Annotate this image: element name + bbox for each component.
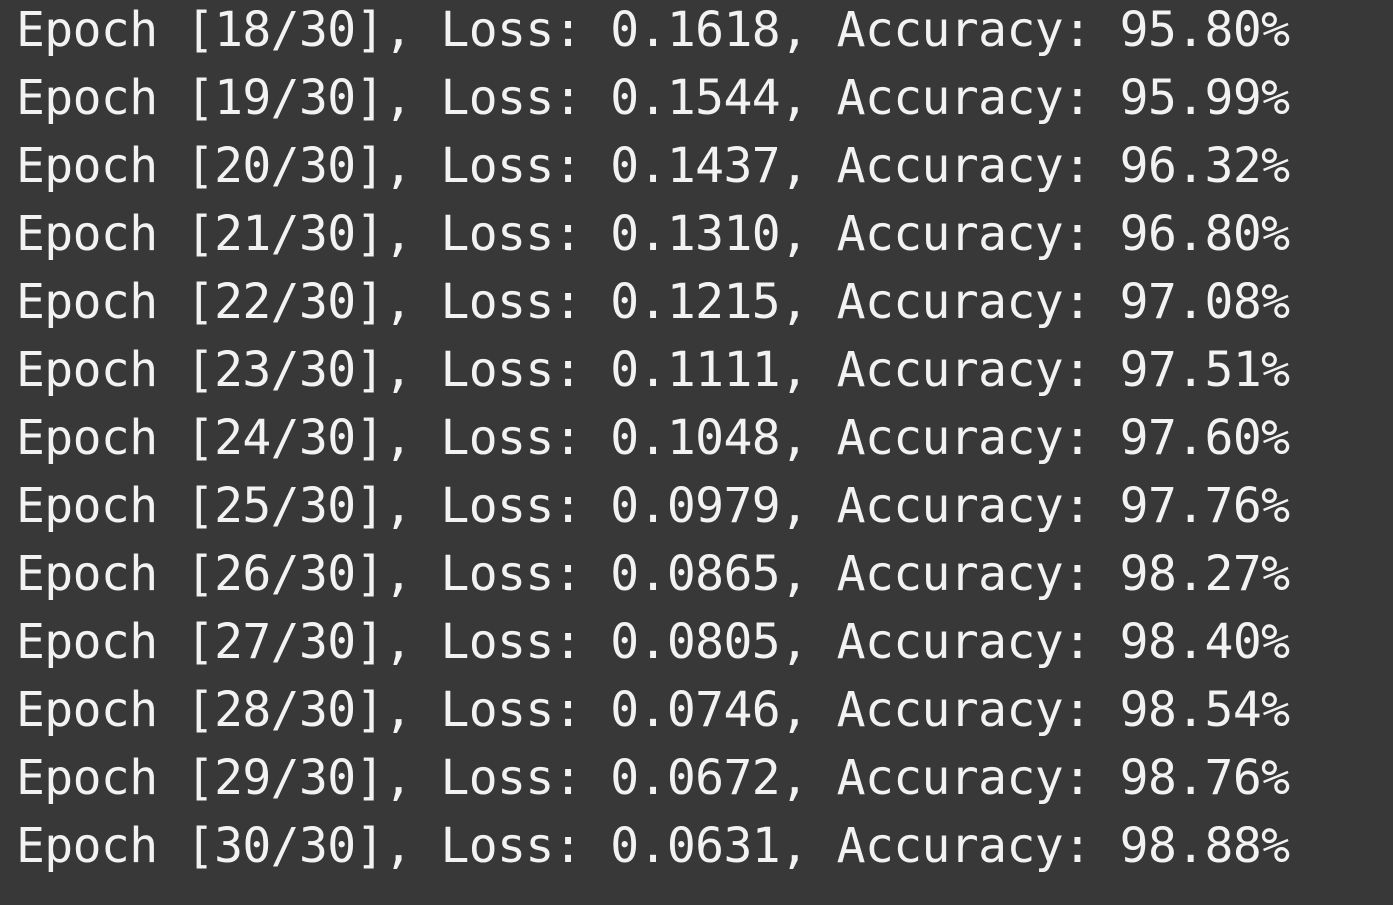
log-line-epoch-20: Epoch [20/30], Loss: 0.1437, Accuracy: 9… <box>16 138 1290 194</box>
log-line-epoch-29: Epoch [29/30], Loss: 0.0672, Accuracy: 9… <box>16 750 1290 806</box>
log-line-epoch-30: Epoch [30/30], Loss: 0.0631, Accuracy: 9… <box>16 818 1290 874</box>
log-line-epoch-26: Epoch [26/30], Loss: 0.0865, Accuracy: 9… <box>16 546 1290 602</box>
log-line-epoch-27: Epoch [27/30], Loss: 0.0805, Accuracy: 9… <box>16 614 1290 670</box>
log-line-epoch-25: Epoch [25/30], Loss: 0.0979, Accuracy: 9… <box>16 478 1290 534</box>
log-line-epoch-22: Epoch [22/30], Loss: 0.1215, Accuracy: 9… <box>16 274 1290 330</box>
log-line-epoch-18: Epoch [18/30], Loss: 0.1618, Accuracy: 9… <box>16 2 1290 58</box>
log-line-epoch-21: Epoch [21/30], Loss: 0.1310, Accuracy: 9… <box>16 206 1290 262</box>
log-line-epoch-23: Epoch [23/30], Loss: 0.1111, Accuracy: 9… <box>16 342 1290 398</box>
log-line-epoch-24: Epoch [24/30], Loss: 0.1048, Accuracy: 9… <box>16 410 1290 466</box>
log-line-epoch-19: Epoch [19/30], Loss: 0.1544, Accuracy: 9… <box>16 70 1290 126</box>
log-line-epoch-28: Epoch [28/30], Loss: 0.0746, Accuracy: 9… <box>16 682 1290 738</box>
